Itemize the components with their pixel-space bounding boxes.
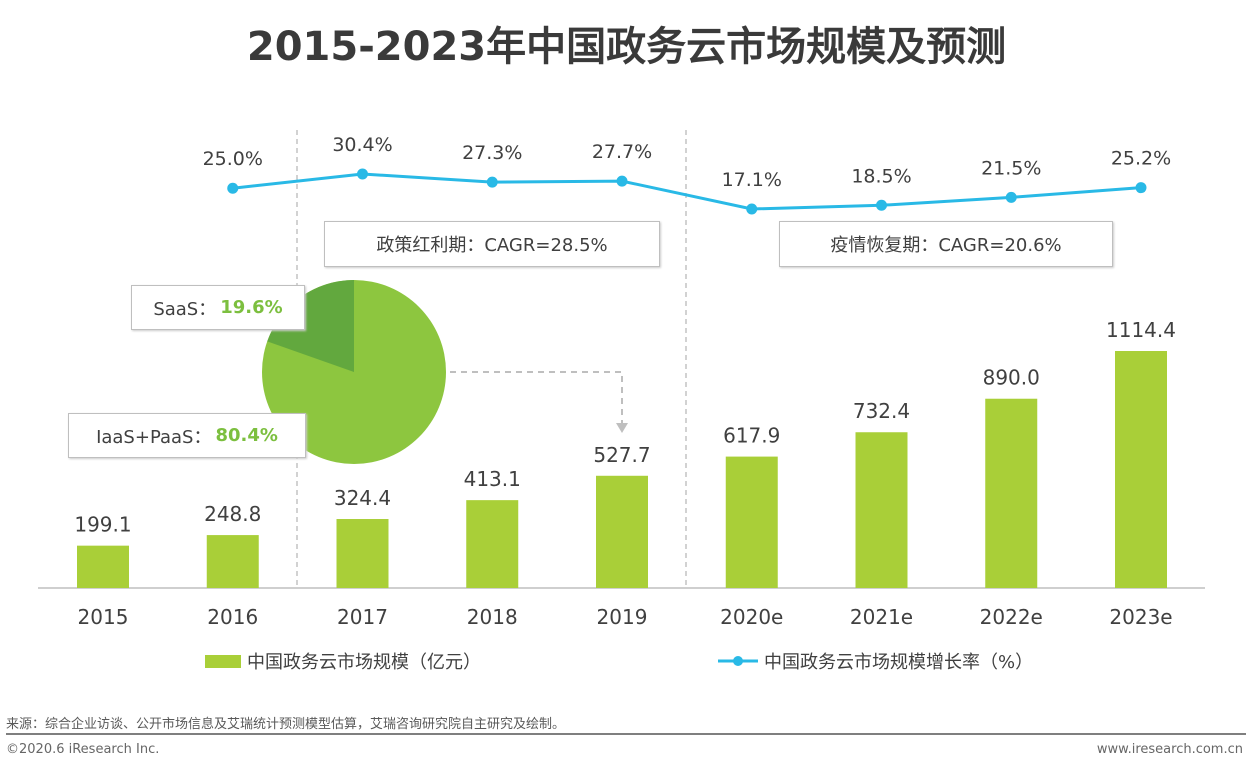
x-tick-2017: 2017 <box>337 605 388 629</box>
saas-value: 19.6% <box>220 297 283 318</box>
legend-bar-swatch <box>205 654 241 668</box>
bar-label-2017: 324.4 <box>334 486 391 510</box>
growth-label-2022e: 21.5% <box>981 157 1041 179</box>
pie-connector <box>450 371 623 425</box>
x-tick-2015: 2015 <box>78 605 129 629</box>
bar-label-2020e: 617.9 <box>723 424 780 448</box>
legend-line-swatch <box>718 656 758 666</box>
growth-label-2021e: 18.5% <box>851 165 911 187</box>
growth-label-2020e: 17.1% <box>722 169 782 191</box>
x-tick-2019: 2019 <box>597 605 648 629</box>
saas-label: SaaS： <box>153 298 217 320</box>
bar-label-2019: 527.7 <box>593 443 650 467</box>
bar-2017 <box>336 519 389 588</box>
growth-label-2017: 30.4% <box>332 134 392 156</box>
pie-slice-saas <box>267 280 354 372</box>
legend-line-label: 中国政务云市场规模增长率（%） <box>764 652 1034 673</box>
growth-point-2017 <box>357 168 368 180</box>
growth-point-2022e <box>1005 191 1017 203</box>
bar-label-2022e: 890.0 <box>983 366 1040 390</box>
growth-point-2020e <box>746 203 758 215</box>
connector-arrow-icon <box>616 423 628 433</box>
iaas-paas-value: 80.4% <box>215 425 278 446</box>
x-tick-2022e: 2022e <box>980 605 1043 629</box>
bar-2019 <box>596 475 648 588</box>
bar-2015 <box>77 545 129 588</box>
bar-label-2016: 248.8 <box>204 502 261 526</box>
bar-2020e <box>725 456 778 588</box>
bar-2022e <box>985 398 1038 588</box>
bar-2016 <box>206 535 259 588</box>
x-tick-2023e: 2023e <box>1109 605 1172 629</box>
iaas-paas-label: IaaS+PaaS： <box>96 426 212 448</box>
copyright: ©2020.6 iResearch Inc. <box>6 742 160 757</box>
bar-2018 <box>466 500 519 588</box>
period2-annotation: 疫情恢复期：CAGR=20.6% <box>779 221 1113 267</box>
growth-point-2021e <box>876 199 887 211</box>
growth-point-2016 <box>227 182 239 194</box>
bar-2021e <box>855 432 908 588</box>
growth-label-2018: 27.3% <box>462 142 522 164</box>
pie-label-saas: SaaS： 19.6% <box>131 285 305 330</box>
growth-label-2019: 27.7% <box>592 141 652 163</box>
source-note: 来源：综合企业访谈、公开市场信息及艾瑞统计预测模型估算，艾瑞咨询研究院自主研究及… <box>6 717 566 732</box>
growth-label-2023e: 25.2% <box>1111 148 1171 170</box>
x-tick-2021e: 2021e <box>850 605 913 629</box>
legend-line: 中国政务云市场规模增长率（%） <box>718 648 1033 674</box>
pie-label-iaas-paas: IaaS+PaaS： 80.4% <box>68 413 306 458</box>
x-tick-2020e: 2020e <box>720 605 783 629</box>
period1-annotation: 政策红利期：CAGR=28.5% <box>324 221 660 267</box>
growth-point-2023e <box>1135 182 1147 194</box>
x-tick-2016: 2016 <box>207 605 258 629</box>
growth-line <box>232 172 1142 211</box>
bar-2023e <box>1115 351 1167 588</box>
growth-point-2019 <box>616 175 628 187</box>
chart-title: 2015-2023年中国政务云市场规模及预测 <box>246 24 1007 70</box>
website-link[interactable]: www.iresearch.com.cn <box>1096 742 1243 757</box>
bar-label-2018: 413.1 <box>464 467 521 491</box>
bar-label-2021e: 732.4 <box>853 399 910 423</box>
bar-label-2015: 199.1 <box>74 513 131 537</box>
legend-bar-label: 中国政务云市场规模（亿元） <box>247 652 481 673</box>
legend-bar: 中国政务云市场规模（亿元） <box>205 648 481 674</box>
growth-label-2016: 25.0% <box>203 148 263 170</box>
chart-canvas: 199.1 2015 248.8 2016 324.4 2017 413.1 2018 527.… <box>38 130 1205 629</box>
footer-divider <box>6 733 1246 735</box>
growth-point-2018 <box>486 176 498 188</box>
x-tick-2018: 2018 <box>467 605 518 629</box>
bar-label-2023e: 1114.4 <box>1106 318 1176 342</box>
